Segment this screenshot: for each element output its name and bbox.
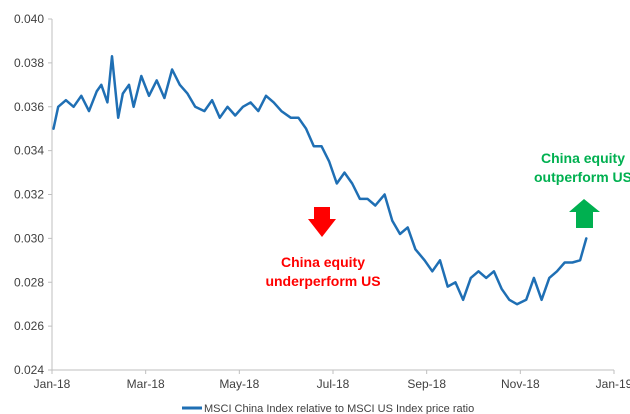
y-tick-label: 0.030 (14, 231, 44, 245)
legend: MSCI China Index relative to MSCI US Ind… (182, 403, 474, 414)
y-tick-label: 0.036 (14, 100, 44, 114)
y-tick-label: 0.040 (14, 12, 44, 26)
x-tick-label: Nov-18 (501, 377, 540, 391)
x-tick-label: Sep-18 (407, 377, 446, 391)
y-tick-label: 0.032 (14, 188, 44, 202)
x-tick-label: Mar-18 (127, 377, 165, 391)
annotation-underperform-line-1: China equity (281, 254, 365, 270)
x-tick-label: Jul-18 (317, 377, 350, 391)
annotation-underperform: China equity underperform US (265, 207, 381, 289)
y-axis: 0.024 0.026 0.028 0.030 0.032 0.034 0.036 0.038… (14, 12, 53, 377)
series-line (52, 55, 588, 306)
annotation-outperform-line-1: China equity (541, 150, 625, 166)
x-tick-label: May-18 (219, 377, 259, 391)
x-axis: Jan-18 Mar-18 May-18 Jul-18 Sep-18 Nov-18 Jan-… (34, 369, 630, 391)
up-arrow-icon (569, 199, 600, 228)
y-tick-label: 0.038 (14, 56, 44, 70)
annotation-outperform: China equity outperform US (534, 150, 630, 228)
y-tick-label: 0.028 (14, 275, 44, 289)
down-arrow-icon (308, 207, 336, 237)
y-tick-label: 0.026 (14, 319, 44, 333)
series-layer (52, 55, 588, 306)
y-tick-label: 0.024 (14, 363, 44, 377)
legend-label: MSCI China Index relative to MSCI US Ind… (204, 403, 474, 414)
x-tick-label: Jan-19 (596, 377, 630, 391)
annotation-underperform-line-2: underperform US (265, 273, 380, 289)
annotation-outperform-line-2: outperform US (534, 169, 630, 185)
x-tick-label: Jan-18 (34, 377, 71, 391)
y-tick-label: 0.034 (14, 144, 44, 158)
